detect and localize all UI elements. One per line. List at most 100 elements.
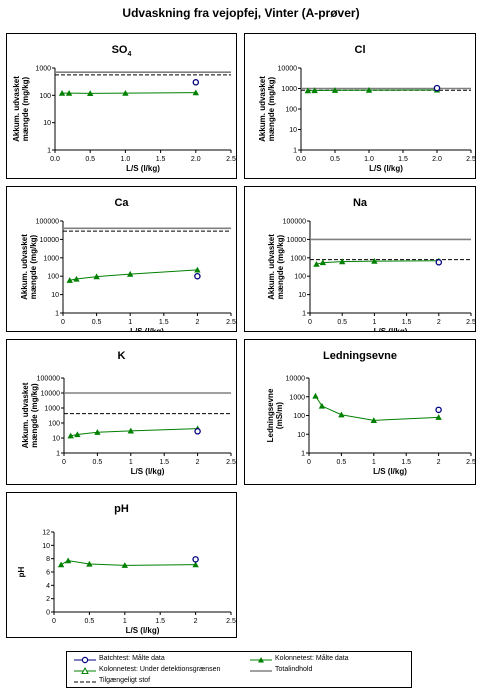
x-tick-label: 2: [196, 459, 200, 466]
y-tick-label: 10000: [287, 237, 307, 244]
chart-panel-ph: pH 0 2 4 6 8 10 12 0 0.5 1 1.5 2 2.5 L/S (l/kg) pH: [6, 492, 237, 638]
x-tick-label: 2.0: [432, 156, 442, 163]
kolonne-point: [312, 392, 319, 399]
y-axis-label: Akkum. udvasketmængde (mg/kg): [20, 234, 38, 300]
x-tick-label: 2.5: [226, 618, 236, 625]
legend-kolonne-maalte-label: Kolonnetest: Målte data: [275, 655, 349, 662]
kolonne-point: [194, 266, 201, 273]
chart-frame: [6, 186, 237, 332]
x-tick-label: 1: [372, 319, 376, 326]
y-tick-label: 100: [294, 274, 306, 281]
chart-frame: [6, 33, 237, 179]
x-tick-label: 2.5: [226, 319, 236, 326]
x-tick-label: 1.5: [402, 319, 412, 326]
x-axis-label: L/S (l/kg): [369, 164, 403, 173]
y-tick-label: 1000: [44, 406, 60, 413]
y-tick-label: 100: [48, 421, 60, 428]
kolonne-point: [86, 560, 93, 567]
legend-kolonne-under-marker: [74, 666, 96, 674]
legend-total-label: Totalindhold: [275, 666, 313, 673]
kolonne-point: [365, 86, 373, 93]
chart-frame: [6, 339, 237, 485]
x-tick-label: 0.5: [85, 156, 95, 163]
kolonne-point: [66, 277, 73, 283]
y-tick-label: 1000: [43, 255, 59, 262]
kolonne-point: [67, 432, 74, 439]
chart-panel-ledningsevne: Ledningsevne 1 10 100 1000 10000 0 0.5 1 1.5 2 2.5 L…: [244, 339, 476, 485]
x-tick-label: 1.5: [398, 156, 408, 163]
y-tick-label: 1: [56, 451, 60, 458]
kolonne-point: [87, 90, 94, 96]
x-tick-label: 1.5: [401, 459, 411, 466]
kolonne-point: [192, 89, 199, 96]
chart-cl: Cl 1 10 100 1000 10000 0.0 0.5 1.0 1.5 2.0 2.5 L/S (…: [244, 33, 476, 179]
y-axis-label: pH: [17, 566, 26, 577]
batch-point: [194, 428, 201, 435]
y-axis-label: Akkum. udvasketmængde (mg/kg): [267, 234, 285, 300]
x-tick-label: 2.5: [466, 156, 476, 163]
x-tick-label: 0: [307, 459, 311, 466]
kolonne-point: [127, 427, 134, 434]
kolonne-point: [331, 87, 339, 93]
kolonne-point: [371, 257, 378, 264]
y-tick-label: 10: [298, 292, 306, 299]
x-tick-label: 0.0: [296, 156, 306, 163]
x-tick-label: 1.5: [159, 319, 169, 326]
y-tick-label: 100000: [37, 376, 60, 383]
chart-ca: Ca 1 10 100 1000 10000 100000 0 0.5 1 1.5 2 2.5 L/S (…: [6, 186, 237, 336]
y-tick-label: 1000: [289, 394, 305, 401]
y-axis-label-line: Akkum. udvasket: [21, 382, 30, 448]
y-axis-label: Akkum. udvasketmængde (mg/kg): [21, 382, 39, 448]
x-tick-label: 2.5: [466, 459, 476, 466]
x-tick-label: 0: [52, 618, 56, 625]
x-axis-label: L/S (l/kg): [374, 327, 408, 332]
x-axis-label: L/S (l/kg): [130, 327, 164, 332]
kolonne-point: [318, 402, 326, 409]
y-axis-label-line: mængde (mg/kg): [267, 76, 276, 141]
kolonne-point: [370, 417, 377, 423]
y-axis-label-line: Akkum. udvasket: [12, 76, 21, 142]
y-tick-label: 10: [289, 127, 297, 134]
kolonne-point: [94, 429, 101, 435]
x-tick-label: 2: [437, 459, 441, 466]
chart-title: SO4: [112, 44, 132, 58]
kolonne-point: [65, 89, 73, 96]
chart-panel-so4: SO4 1 10 100 1000 0.0 0.5 1.0 1.5 2.0 2.5 L/S (l/kg…: [6, 33, 237, 179]
chart-so4: SO4 1 10 100 1000 0.0 0.5 1.0 1.5 2.0 2.5 L/S (l/kg…: [6, 33, 237, 179]
chart-ledningsevne: Ledningsevne 1 10 100 1000 10000 0 0.5 1 1.5 2 2.5 L…: [244, 339, 476, 485]
y-axis-label: Akkum. udvasketmængde (mg/kg): [12, 76, 30, 142]
chart-panel-k: K 1 10 100 1000 10000 100000 0 0.5 1 1.5 2 2.5 L/S (l…: [6, 339, 237, 485]
kolonne-point: [192, 561, 199, 568]
x-tick-label: 2: [194, 618, 198, 625]
y-tick-label: 100: [39, 93, 51, 100]
x-tick-label: 1: [372, 459, 376, 466]
x-tick-label: 2.0: [191, 156, 201, 163]
kolonne-point: [58, 89, 66, 96]
x-tick-label: 2.5: [226, 156, 236, 163]
y-axis-label-line: Akkum. udvasket: [258, 76, 267, 142]
legend-kolonne-maalte-marker: [250, 657, 272, 663]
x-tick-label: 1.0: [364, 156, 374, 163]
x-tick-label: 1.0: [121, 156, 131, 163]
y-tick-label: 100: [293, 413, 305, 420]
legend-kolonne-under-label: Kolonnetest: Under detektionsgrænsen: [99, 666, 221, 673]
y-tick-label: 100000: [283, 219, 306, 226]
chart-title-main: SO: [112, 44, 128, 56]
chart-na: Na 1 10 100 1000 10000 100000 0 0.5 1 1.5 2 2.5 L/S (…: [244, 186, 476, 336]
y-tick-label: 10: [43, 120, 51, 127]
x-tick-label: 0.5: [337, 459, 347, 466]
y-axis-label-line: Akkum. udvasket: [267, 234, 276, 300]
kolonne-point: [435, 414, 442, 420]
chart-panel-ca: Ca 1 10 100 1000 10000 100000 0 0.5 1 1.5 2 2.5 L/S (…: [6, 186, 237, 336]
x-tick-label: 0: [61, 319, 65, 326]
chart-ph: pH 0 2 4 6 8 10 12 0 0.5 1 1.5 2 2.5 L/S (l/kg) pH: [6, 492, 237, 638]
y-tick-label: 2: [46, 596, 50, 603]
x-axis-label: L/S (l/kg): [131, 467, 165, 476]
y-tick-label: 1000: [290, 255, 306, 262]
kolonne-point: [74, 431, 81, 438]
legend-tilgaengeligt-line: [74, 681, 96, 683]
y-tick-label: 1: [55, 311, 59, 318]
x-tick-label: 1.5: [155, 618, 165, 625]
y-tick-label: 100: [285, 107, 297, 114]
batch-point: [435, 259, 443, 266]
